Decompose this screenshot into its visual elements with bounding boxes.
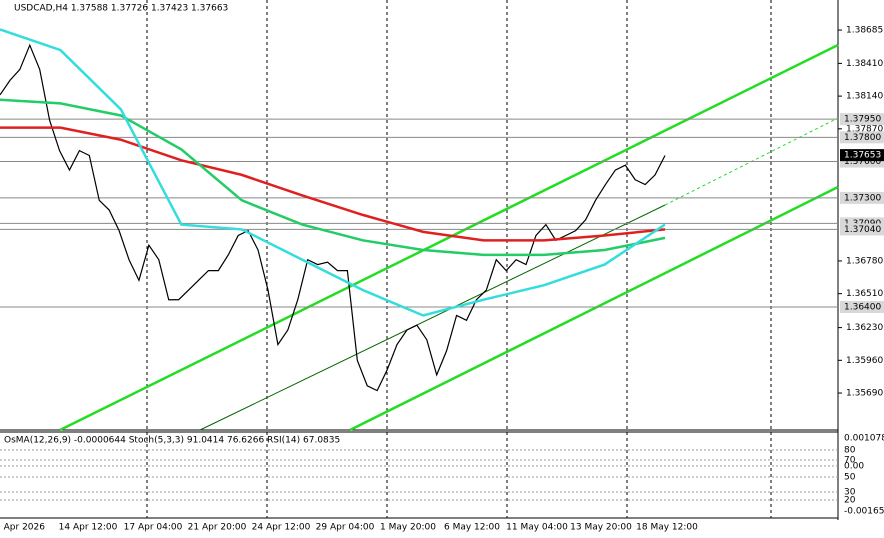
x-tick-label: 17 Apr 04:00	[124, 523, 183, 533]
y-tick-label: 1.35690	[846, 389, 883, 399]
oscillator-label: 20	[844, 496, 856, 506]
current-price-box	[840, 149, 884, 162]
level-label: 1.37300	[844, 193, 881, 203]
x-tick-label: 29 Apr 04:00	[316, 523, 375, 533]
y-tick-label: 1.38685	[846, 26, 883, 36]
oscillator-label: -0.001657	[844, 507, 884, 517]
oscillator-label: 50	[844, 473, 856, 483]
x-tick-label: 6 May 12:00	[444, 523, 500, 533]
current-price-label: 1.37653	[844, 151, 881, 161]
y-tick-label: 1.35960	[846, 356, 883, 366]
level-label-box	[840, 191, 884, 204]
moving-average	[0, 126, 666, 242]
level-label-box	[840, 131, 884, 144]
level-label-box	[840, 300, 884, 313]
y-tick-label: 1.36510	[846, 289, 883, 299]
oscillator-label: 70	[844, 456, 856, 466]
x-tick-label: 14 Apr 12:00	[59, 523, 118, 533]
level-label-box	[840, 113, 884, 126]
period-separators	[146, 0, 772, 518]
x-tick-label: 11 May 04:00	[506, 523, 568, 533]
y-tick-label: 1.38410	[846, 59, 883, 69]
y-tick-label: 1.37870	[846, 124, 883, 134]
x-tick-label: 21 Apr 20:00	[188, 523, 247, 533]
price-line	[0, 43, 666, 392]
level-label: 1.36400	[844, 302, 881, 312]
chart-title: USDCAD,H4 1.37588 1.37726 1.37423 1.3766…	[14, 4, 228, 14]
x-tick-label: 1 May 20:00	[380, 523, 436, 533]
oscillator-label: 30	[844, 488, 856, 498]
oscillator-label: 0.00	[844, 462, 864, 472]
x-tick-label: 13 May 20:00	[570, 523, 632, 533]
x-tick-label: 9 Apr 2026	[0, 523, 45, 533]
x-tick-label: 18 May 12:00	[636, 523, 698, 533]
oscillator-label: 80	[844, 446, 856, 456]
level-label: 1.37950	[844, 115, 881, 125]
x-tick-label: 24 Apr 12:00	[252, 523, 311, 533]
y-tick-label: 1.36230	[846, 323, 883, 333]
y-tick-label: 1.38140	[846, 92, 883, 102]
y-tick-label: 1.36780	[846, 256, 883, 266]
trend-line	[199, 204, 666, 431]
level-label: 1.37600	[844, 157, 881, 167]
oscillator-title: OsMA(12,26,9) -0.0000644 Stoch(5,3,3) 91…	[4, 436, 340, 446]
channel	[59, 43, 839, 432]
level-label: 1.37800	[844, 133, 881, 143]
moving-average	[0, 98, 666, 257]
level-label-box	[840, 223, 884, 236]
oscillator-label: 0.001078	[844, 434, 884, 444]
level-label: 1.37040	[844, 225, 881, 235]
moving-average	[0, 28, 666, 317]
